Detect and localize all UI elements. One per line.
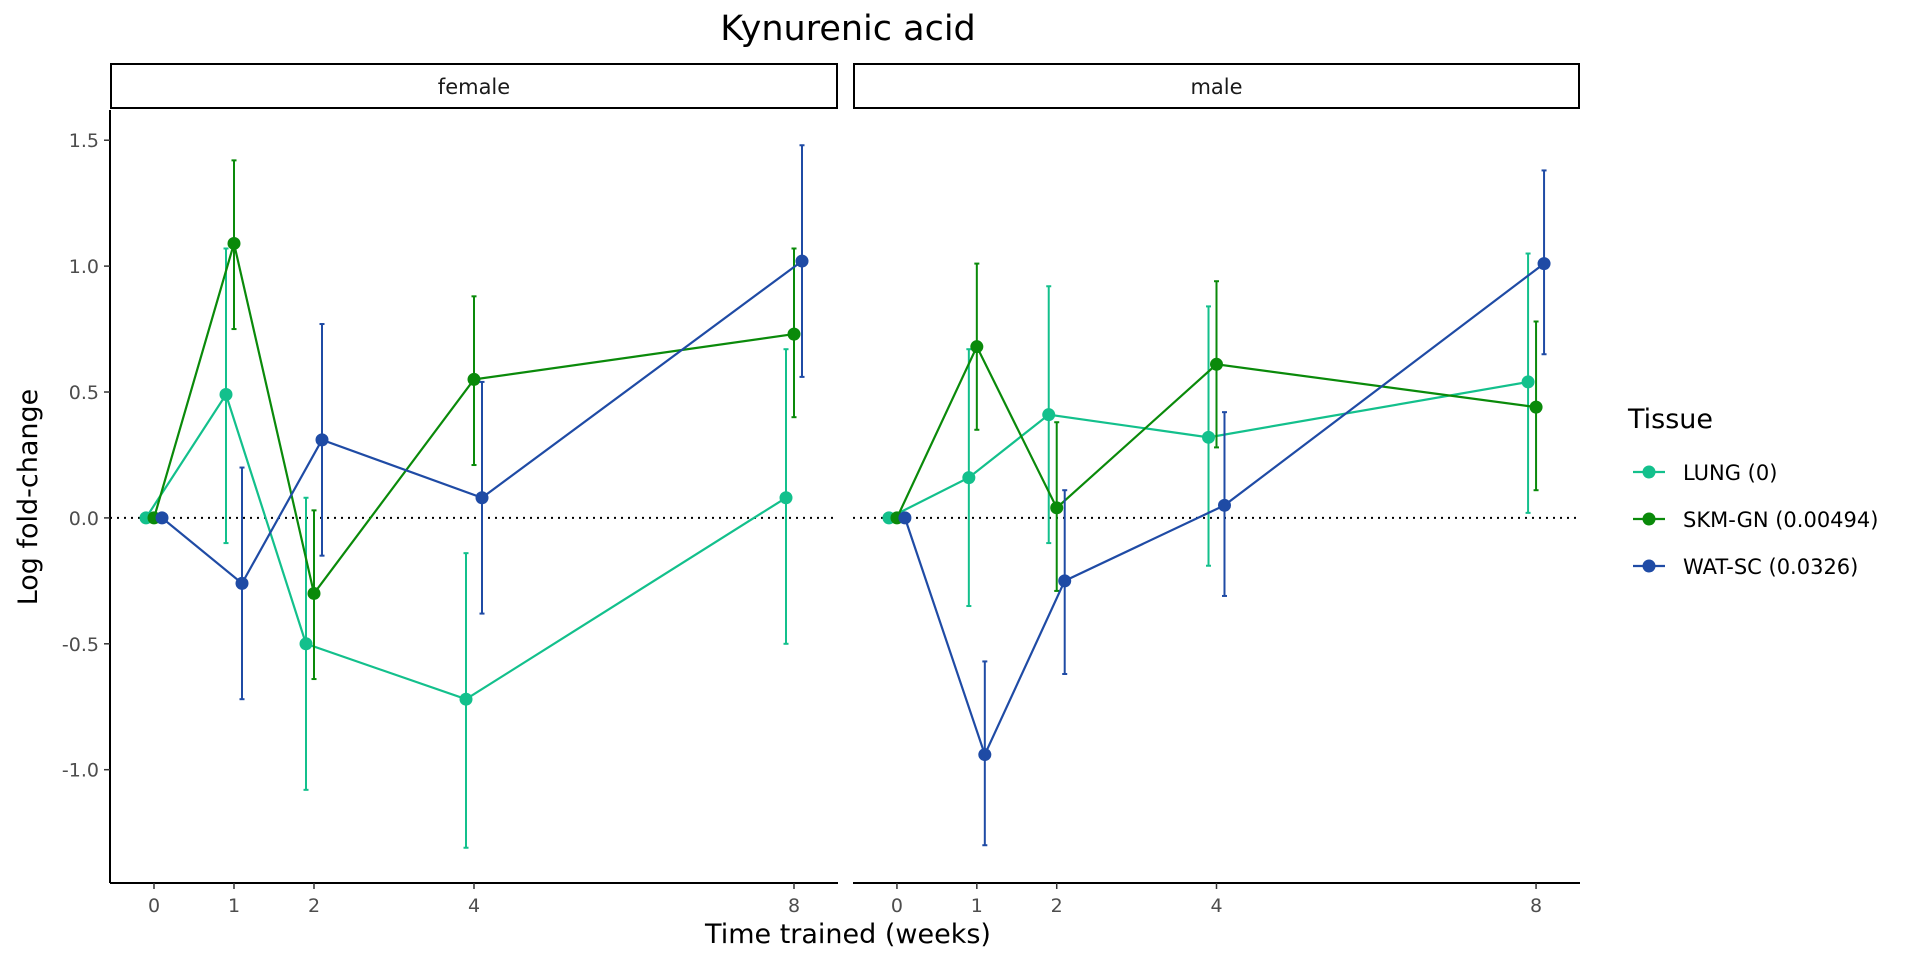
data-point (898, 511, 912, 525)
x-tick-label: 0 (891, 895, 903, 917)
facet-panel-female: 0 1 2 4 8 (110, 144, 838, 917)
facet-panels: 0 1 2 4 8 0 1 2 4 8 (110, 144, 1580, 917)
legend-title: Tissue (1627, 404, 1713, 435)
data-point (155, 511, 169, 525)
data-point (795, 254, 809, 268)
data-point (978, 748, 992, 762)
facet-strip-label: female (438, 75, 510, 99)
x-tick-label: 4 (468, 895, 480, 917)
legend-key-point (1642, 465, 1656, 479)
data-point (459, 692, 473, 706)
legend-key-point (1642, 512, 1656, 526)
series-wat-sc (898, 169, 1551, 847)
chart-title: Kynurenic acid (720, 9, 976, 49)
facet-panel-male: 0 1 2 4 8 (853, 169, 1580, 917)
data-point (467, 372, 481, 386)
data-point (1058, 574, 1072, 588)
legend-entries: LUNG (0) SKM-GN (0.00494) WAT-SC (0.0326) (1633, 461, 1878, 579)
data-point (1050, 501, 1064, 515)
series-lung (882, 252, 1535, 608)
data-point (1529, 400, 1543, 414)
data-point (1210, 357, 1223, 371)
data-point (235, 576, 249, 590)
facet-strips: female male (110, 63, 1580, 109)
data-point (315, 433, 329, 447)
data-point (779, 491, 793, 505)
data-point (1202, 430, 1216, 444)
data-point (307, 586, 321, 600)
legend-label: WAT-SC (0.0326) (1683, 555, 1858, 579)
data-point (1537, 257, 1551, 271)
legend-entry: WAT-SC (0.0326) (1633, 555, 1858, 579)
legend-entry: SKM-GN (0.00494) (1633, 508, 1878, 532)
x-tick-label: 0 (148, 895, 160, 917)
data-point (1217, 498, 1231, 512)
data-point (475, 491, 489, 505)
data-point (219, 388, 233, 402)
x-tick-label: 8 (788, 895, 800, 917)
data-point (787, 327, 801, 341)
y-tick-label: 1.0 (69, 256, 99, 278)
facet-strip-box (853, 63, 1580, 109)
x-tick-label: 1 (228, 895, 240, 917)
y-tick-label: -1.0 (62, 760, 99, 782)
series-wat-sc (155, 144, 809, 701)
data-point (1042, 408, 1056, 422)
facet-strip-label: male (1190, 75, 1242, 99)
legend-entry: LUNG (0) (1633, 461, 1777, 485)
series-skm-gn (890, 262, 1543, 592)
y-tick-label: -0.5 (62, 634, 99, 656)
data-point (1521, 375, 1535, 389)
data-point (299, 637, 313, 651)
chart-base-layer: -1.0 -0.5 0.0 0.5 1.0 1.5 (62, 110, 111, 883)
legend-label: SKM-GN (0.00494) (1683, 508, 1878, 532)
x-tick-label: 8 (1530, 895, 1542, 917)
x-tick-label: 4 (1210, 895, 1222, 917)
x-tick-label: 2 (308, 895, 320, 917)
series-lung (139, 247, 793, 849)
legend-key-point (1642, 559, 1656, 573)
y-axis-title: Log fold-change (13, 389, 44, 606)
legend-label: LUNG (0) (1683, 461, 1777, 485)
data-point (227, 236, 241, 250)
y-tick-label: 0.5 (69, 382, 99, 404)
facet-strip-box (110, 63, 838, 109)
y-tick-label: 1.5 (69, 130, 99, 152)
y-tick-label: 0.0 (69, 508, 99, 530)
x-axis-title: Time trained (weeks) (704, 919, 991, 950)
x-tick-label: 1 (971, 895, 983, 917)
series-skm-gn (147, 159, 801, 681)
data-point (962, 471, 976, 485)
legend: Tissue LUNG (0) SKM-GN (0.00494) WAT-SC (0… (1627, 404, 1878, 579)
x-tick-label: 2 (1051, 895, 1063, 917)
data-point (970, 340, 984, 354)
